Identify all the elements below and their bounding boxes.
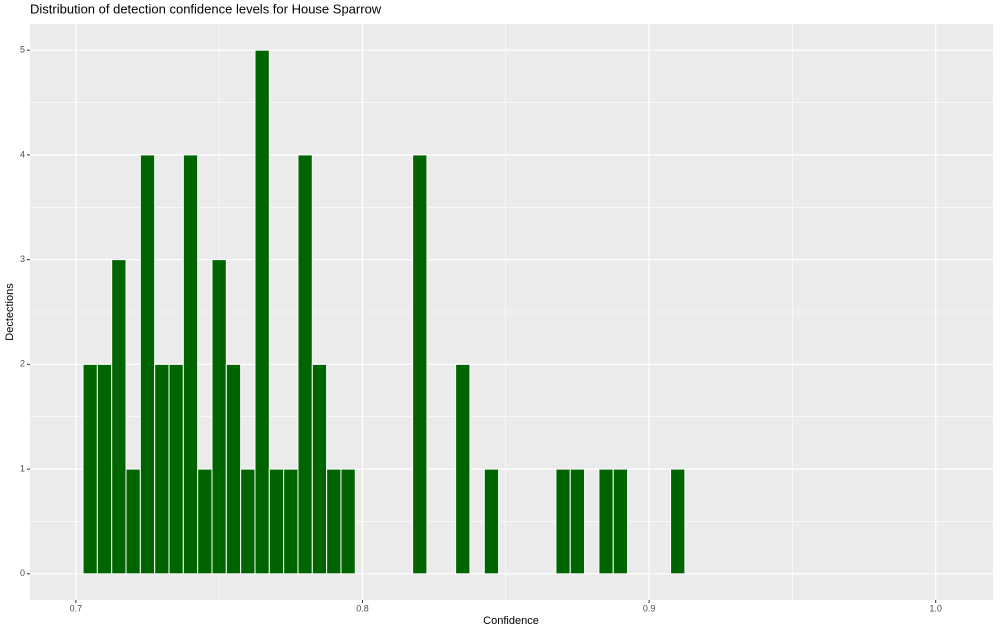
x-tick-label: 0.9 [643, 603, 656, 613]
x-tick-label: 0.8 [356, 603, 369, 613]
x-tick-label: 1.0 [929, 603, 942, 613]
bar [240, 468, 256, 575]
y-tick-label: 2 [20, 359, 25, 369]
bar [111, 259, 127, 575]
y-tick-label: 3 [20, 254, 25, 264]
bar [254, 49, 270, 575]
y-tick-label: 5 [20, 45, 25, 55]
y-tick-label: 4 [20, 149, 25, 159]
bar [168, 363, 184, 575]
bar [455, 363, 471, 575]
bar [211, 259, 227, 575]
bar [82, 363, 98, 575]
bar [197, 468, 213, 575]
bar [569, 468, 586, 575]
bar [297, 154, 313, 575]
y-tick-label: 1 [20, 463, 25, 473]
bar [311, 363, 328, 575]
x-axis-label: Confidence [483, 615, 539, 627]
bar [154, 363, 170, 575]
x-tick-label: 0.7 [70, 603, 83, 613]
bar [225, 363, 242, 575]
y-axis-label: Dectections [4, 283, 16, 341]
bar [96, 363, 113, 575]
bar [670, 468, 686, 575]
bar [412, 154, 428, 575]
bar [326, 468, 342, 575]
bar [283, 468, 299, 575]
bar [125, 468, 141, 575]
bar [182, 154, 199, 575]
y-tick-label: 0 [20, 568, 25, 578]
bar [483, 468, 500, 575]
bar [612, 468, 629, 575]
bar [555, 468, 571, 575]
bar [139, 154, 156, 575]
bar [268, 468, 285, 575]
bar [598, 468, 614, 575]
chart-title: Distribution of detection confidence lev… [30, 1, 382, 16]
bar [340, 468, 356, 575]
bars [82, 49, 686, 575]
